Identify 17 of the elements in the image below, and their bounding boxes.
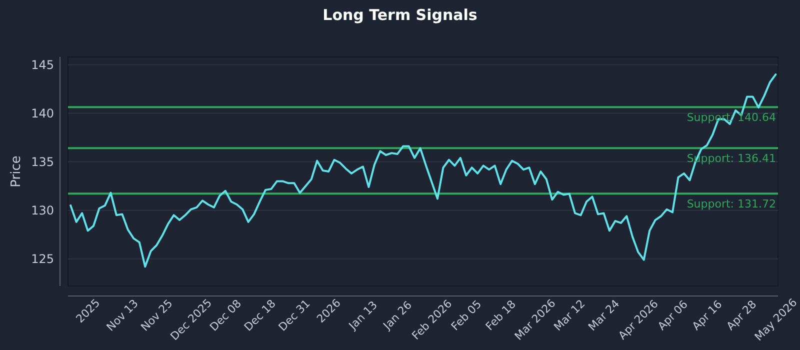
line-series <box>70 73 777 268</box>
x-tick-label: Dec 18 <box>242 297 278 334</box>
y-axis-title: Price <box>9 156 24 188</box>
y-tick-label: 130 <box>31 204 54 218</box>
y-tick-label: 125 <box>31 252 54 266</box>
x-tick-label: Nov 13 <box>104 297 141 334</box>
chart-title: Long Term Signals <box>322 6 478 24</box>
y-tick-label: 145 <box>31 58 54 72</box>
x-tick-label: Dec 31 <box>276 297 313 334</box>
x-tick-label: Feb 18 <box>483 298 518 334</box>
y-tick-label: 135 <box>31 154 54 169</box>
x-tick-label: Jan 13 <box>346 298 380 333</box>
y-tick-label: 140 <box>31 106 54 120</box>
x-tick-label: Apr 28 <box>724 298 760 333</box>
x-tick-label: Jan 26 <box>380 298 414 333</box>
x-tick-label: Apr 16 <box>690 298 725 333</box>
ref-line-label: Support: 131.72 <box>686 198 776 211</box>
